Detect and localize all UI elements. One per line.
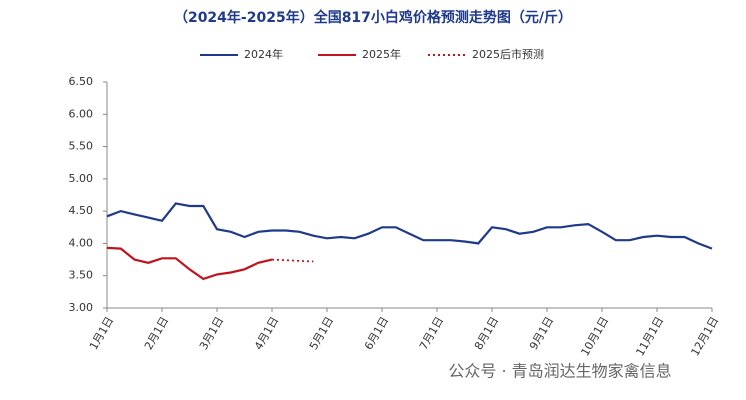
y-tick-label: 5.50 — [69, 140, 94, 153]
x-tick-label: 5月1日 — [307, 315, 336, 353]
series-line — [106, 202, 713, 250]
x-tick-label: 8月1日 — [472, 315, 501, 353]
x-tick-label: 6月1日 — [362, 315, 391, 353]
chart-title: （2024年-2025年）全国817小白鸡价格预测走势图（元/斤） — [174, 9, 572, 26]
series-line — [106, 246, 273, 281]
x-tick-label: 11月1日 — [633, 315, 666, 359]
x-tick-label: 9月1日 — [527, 315, 556, 353]
y-tick-label: 4.50 — [69, 204, 94, 217]
y-tick-label: 4.00 — [69, 236, 94, 249]
legend-label: 2025年 — [362, 47, 401, 61]
watermark: 公众号 · 青岛润达生物家禽信息 — [448, 362, 671, 381]
x-tick-label: 1月1日 — [87, 315, 116, 353]
x-tick-label: 7月1日 — [417, 315, 446, 353]
legend-label: 2025后市预测 — [472, 47, 544, 61]
y-tick-label: 3.00 — [69, 301, 94, 314]
series-line — [271, 258, 314, 263]
x-tick-label: 3月1日 — [197, 315, 226, 353]
x-tick-label: 2月1日 — [142, 315, 171, 353]
y-tick-label: 3.50 — [69, 269, 94, 282]
y-tick-label: 6.00 — [69, 107, 94, 120]
x-tick-label: 12月1日 — [688, 315, 721, 359]
legend-label: 2024年 — [244, 47, 283, 61]
x-tick-label: 10月1日 — [578, 315, 611, 359]
x-tick-label: 4月1日 — [252, 315, 281, 353]
y-tick-label: 5.00 — [69, 172, 94, 185]
y-tick-label: 6.50 — [69, 75, 94, 88]
